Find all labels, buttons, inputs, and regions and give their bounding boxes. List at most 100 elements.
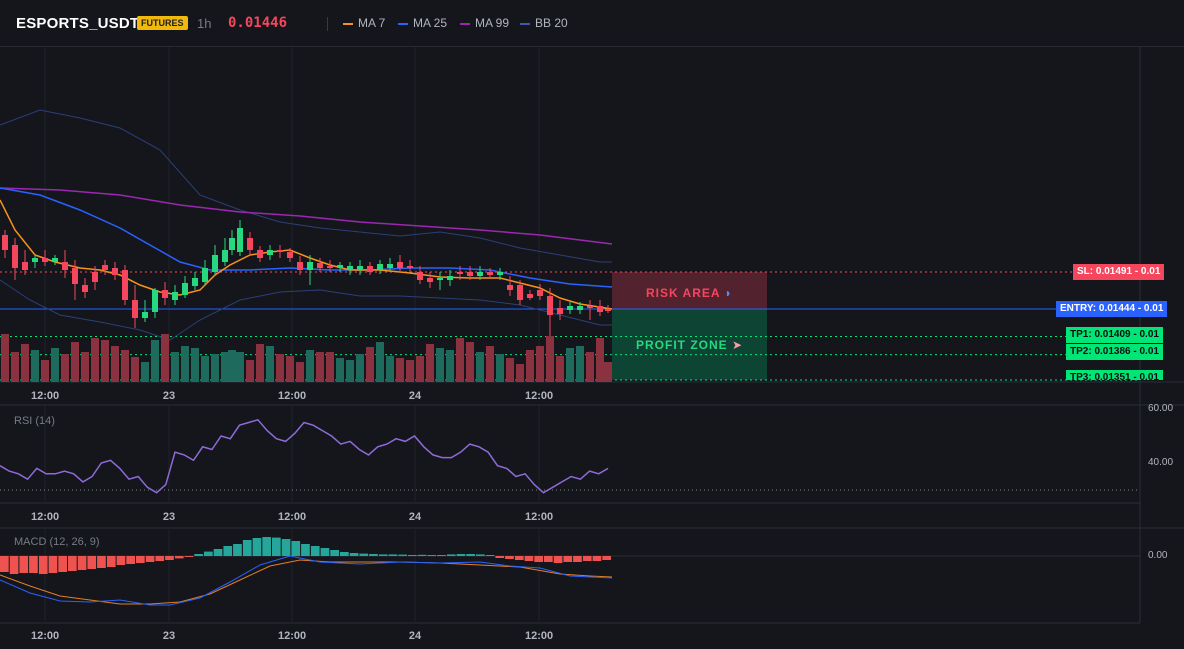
macd-histogram-bar — [388, 554, 398, 556]
macd-pane[interactable] — [0, 537, 1140, 606]
candle-body — [487, 272, 493, 275]
profit-zone-label: PROFIT ZONE ➤ — [636, 338, 744, 352]
volume-bar — [486, 346, 494, 382]
candle-body — [229, 238, 235, 250]
rsi-line — [0, 418, 609, 494]
legend-ma25-label: MA 25 — [413, 16, 448, 30]
macd-histogram-bar — [9, 556, 19, 574]
timeframe-selector[interactable]: 1h — [197, 16, 212, 31]
macd-histogram-bar — [29, 556, 38, 573]
legend-ma99[interactable]: MA 99 — [460, 16, 509, 30]
macd-histogram-bar — [544, 556, 553, 562]
macd-histogram-bar — [369, 554, 378, 556]
candle-body — [297, 262, 303, 270]
candle-body — [192, 278, 198, 286]
candle-body — [605, 309, 611, 311]
macd-histogram-bar — [456, 554, 466, 556]
candle-body — [547, 296, 553, 315]
macd-histogram-bar — [446, 554, 456, 556]
header-divider — [327, 17, 328, 31]
candle-body — [357, 266, 363, 270]
candle-body — [437, 278, 443, 280]
macd-histogram-bar — [330, 550, 339, 556]
time-tick-label: 12:00 — [278, 511, 307, 523]
macd-histogram-bar — [427, 555, 437, 556]
legend-bb20-label: BB 20 — [535, 16, 568, 30]
macd-histogram-bar — [19, 556, 29, 573]
volume-bar — [221, 352, 229, 382]
macd-histogram-bar — [223, 546, 233, 556]
volume-bar — [228, 350, 236, 382]
legend-ma7[interactable]: MA 7 — [343, 16, 385, 30]
volume-bar — [101, 340, 109, 382]
candle-body — [237, 228, 243, 252]
tp2-label[interactable]: TP2: 0.01386 - 0.01 — [1066, 344, 1163, 360]
candle-body — [182, 283, 188, 295]
volume-bar — [131, 357, 139, 382]
volume-bar — [91, 338, 99, 382]
volume-bar — [181, 346, 189, 382]
macd-histogram-bar — [602, 556, 611, 560]
macd-histogram-bar — [378, 554, 388, 556]
volume-bar — [366, 347, 374, 382]
candle-body — [517, 285, 523, 300]
candle-body — [447, 276, 453, 280]
bb-lower — [0, 279, 612, 341]
ma99-line — [0, 187, 613, 245]
macd-histogram-bar — [524, 556, 534, 561]
macd-histogram-bar — [359, 553, 369, 556]
tp3-label[interactable]: TP3: 0.01351 - 0.01 — [1066, 370, 1163, 380]
volume-bar — [211, 354, 219, 382]
macd-histogram-bar — [106, 556, 116, 567]
macd-histogram-bar — [126, 556, 135, 564]
candle-body — [122, 270, 128, 300]
macd-histogram-bar — [553, 556, 563, 563]
volume-bar — [286, 356, 294, 382]
volume-bar — [41, 360, 49, 382]
candle-body — [417, 272, 423, 280]
volume-bar — [596, 338, 604, 382]
macd-histogram-bar — [505, 556, 514, 559]
macd-histogram-bar — [48, 556, 58, 573]
sl-label[interactable]: SL: 0.01491 - 0.01 — [1073, 264, 1165, 280]
candle-body — [92, 272, 98, 282]
rsi-pane[interactable] — [0, 418, 1140, 494]
candle-body — [537, 290, 543, 296]
legend-ma25[interactable]: MA 25 — [398, 16, 447, 30]
macd-tick-zero: 0.00 — [1148, 550, 1168, 561]
symbol-name[interactable]: ESPORTS_USDT — [16, 15, 140, 32]
time-tick-label: 12:00 — [278, 390, 307, 402]
time-tick-label: 12:00 — [525, 630, 554, 642]
candle-body — [42, 258, 48, 262]
candle-body — [397, 262, 403, 268]
macd-histogram-bar — [563, 556, 573, 562]
entry-label[interactable]: ENTRY: 0.01444 - 0.01 — [1056, 301, 1168, 317]
macd-histogram-bar — [0, 556, 9, 572]
volume-bar — [61, 354, 69, 382]
risk-zone — [612, 272, 767, 309]
macd-histogram-bar — [466, 554, 475, 556]
macd-histogram-bar — [582, 556, 592, 561]
volume-bar — [604, 362, 612, 382]
volume-bar — [436, 348, 444, 382]
volume-bar — [396, 358, 404, 382]
price-pane[interactable] — [0, 109, 1140, 382]
candle-body — [12, 245, 18, 268]
candle-body — [102, 265, 108, 270]
candle-body — [327, 266, 333, 268]
macd-histogram-bar — [116, 556, 126, 565]
time-tick-label: 24 — [408, 511, 422, 523]
candle-body — [112, 268, 118, 275]
risk-area-label: RISK AREA ◗ — [646, 286, 733, 300]
rsi-title: RSI (14) — [14, 415, 55, 427]
volume-bar — [256, 344, 264, 382]
tp1-label[interactable]: TP1: 0.01409 - 0.01 — [1066, 327, 1163, 343]
macd-histogram-bar — [291, 541, 301, 556]
legend-bb20[interactable]: BB 20 — [520, 16, 568, 30]
volume-bar — [546, 336, 554, 382]
volume-bar — [466, 342, 474, 382]
candle-body — [597, 306, 603, 312]
candle-body — [367, 266, 373, 272]
candle-body — [467, 272, 473, 276]
